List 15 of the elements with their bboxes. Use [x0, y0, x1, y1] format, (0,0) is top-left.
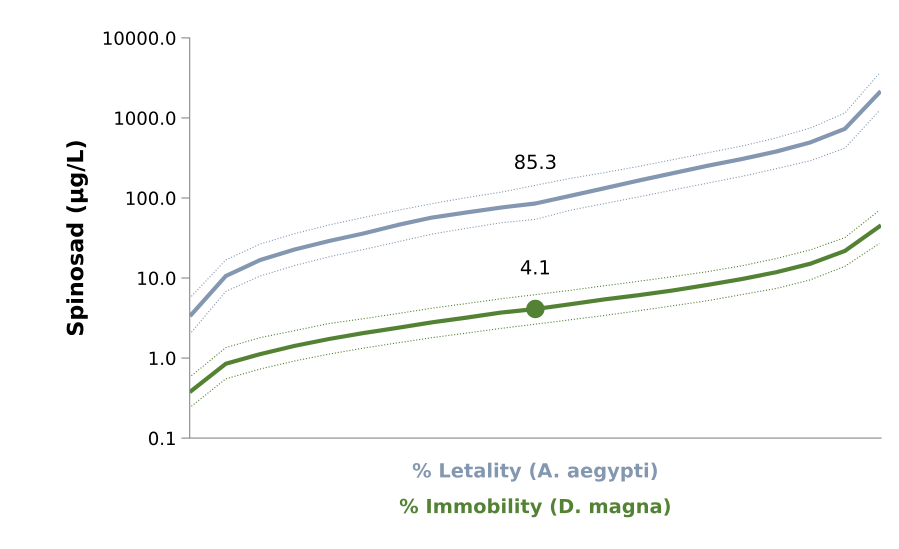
y-tick-label: 10000.0	[104, 31, 176, 45]
y-tick-label: 100.0	[126, 191, 176, 206]
annotation: 4.1	[520, 260, 550, 274]
y-tick-label: 0.1	[148, 432, 175, 446]
y-axis-title: Spinosad (µg/L)	[66, 141, 88, 336]
line-series	[190, 242, 880, 407]
y-tick-label: 1000.0	[115, 111, 176, 126]
text: % Immobility (D. magna)	[400, 498, 670, 518]
line-series	[190, 210, 880, 376]
y-tick-label: 10.0	[138, 271, 176, 286]
line-series	[190, 72, 880, 297]
y-tick-label: 1.0	[150, 352, 176, 366]
text: % Letality (A. aegypti)	[412, 462, 657, 482]
annotation: 85.3	[515, 154, 556, 170]
line-series	[190, 224, 882, 393]
